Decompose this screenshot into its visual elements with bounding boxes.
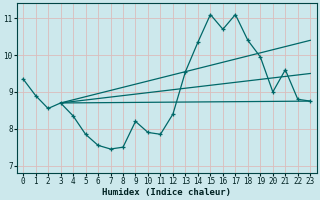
X-axis label: Humidex (Indice chaleur): Humidex (Indice chaleur) xyxy=(102,188,231,197)
